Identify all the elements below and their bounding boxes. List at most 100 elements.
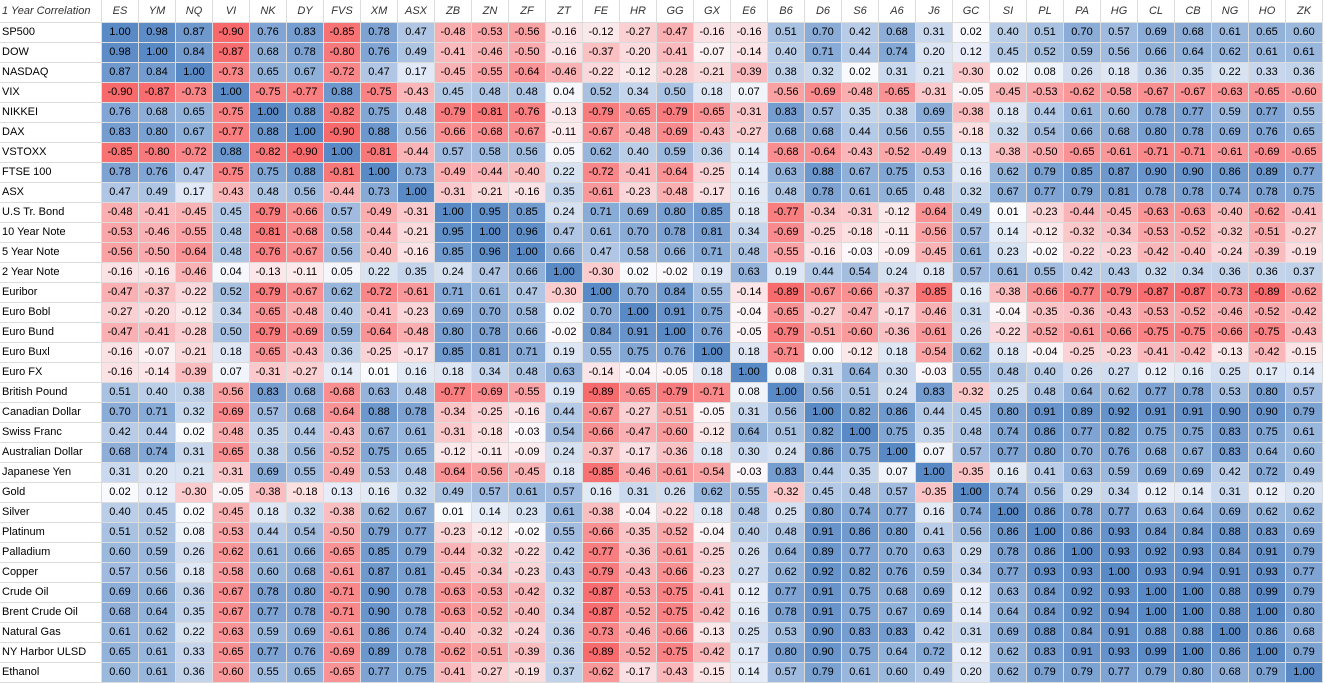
correlation-cell: 0.50 xyxy=(657,83,694,103)
correlation-cell: 0.99 xyxy=(1138,643,1175,663)
correlation-cell: 0.56 xyxy=(287,183,324,203)
correlation-cell: -0.27 xyxy=(1286,223,1323,243)
correlation-cell: 0.72 xyxy=(1249,463,1286,483)
column-header: ZB xyxy=(435,0,472,23)
correlation-cell: 0.69 xyxy=(1212,503,1249,523)
correlation-cell: -0.31 xyxy=(435,183,472,203)
row-label: ASX xyxy=(0,183,102,203)
correlation-cell: 0.74 xyxy=(1212,183,1249,203)
correlation-cell: 0.86 xyxy=(1027,423,1064,443)
correlation-cell: 0.76 xyxy=(694,323,731,343)
correlation-cell: 0.34 xyxy=(1175,263,1212,283)
correlation-cell: 0.02 xyxy=(953,23,990,43)
correlation-cell: 0.77 xyxy=(842,543,879,563)
correlation-cell: -0.46 xyxy=(472,43,509,63)
correlation-cell: -0.05 xyxy=(213,483,250,503)
correlation-cell: -0.32 xyxy=(953,383,990,403)
correlation-cell: -0.38 xyxy=(953,103,990,123)
correlation-cell: 0.83 xyxy=(102,123,139,143)
correlation-cell: -0.42 xyxy=(509,583,546,603)
correlation-cell: 0.37 xyxy=(546,663,583,683)
correlation-cell: 0.84 xyxy=(1138,523,1175,543)
column-header: ZF xyxy=(509,0,546,23)
correlation-cell: 0.92 xyxy=(1101,403,1138,423)
correlation-cell: -0.65 xyxy=(1249,83,1286,103)
correlation-cell: -0.85 xyxy=(324,23,361,43)
correlation-cell: 0.41 xyxy=(916,523,953,543)
correlation-cell: 0.32 xyxy=(990,123,1027,143)
correlation-cell: 1.00 xyxy=(1286,663,1323,683)
correlation-cell: -0.36 xyxy=(657,443,694,463)
correlation-cell: 0.88 xyxy=(361,123,398,143)
correlation-cell: 0.44 xyxy=(546,403,583,423)
correlation-cell: -0.79 xyxy=(583,103,620,123)
correlation-cell: -0.58 xyxy=(213,563,250,583)
correlation-cell: -0.62 xyxy=(435,643,472,663)
correlation-cell: 0.17 xyxy=(176,183,213,203)
correlation-cell: -0.82 xyxy=(324,103,361,123)
correlation-cell: 0.55 xyxy=(953,363,990,383)
correlation-cell: -0.46 xyxy=(620,623,657,643)
correlation-cell: 0.13 xyxy=(324,483,361,503)
correlation-cell: -0.03 xyxy=(509,423,546,443)
correlation-cell: 0.93 xyxy=(1175,543,1212,563)
correlation-cell: -0.45 xyxy=(509,463,546,483)
correlation-cell: -0.50 xyxy=(324,523,361,543)
correlation-cell: 0.56 xyxy=(805,383,842,403)
correlation-cell: 0.77 xyxy=(250,643,287,663)
correlation-cell: 0.77 xyxy=(1101,503,1138,523)
correlation-cell: -0.02 xyxy=(546,323,583,343)
correlation-cell: -0.25 xyxy=(805,223,842,243)
correlation-cell: -0.43 xyxy=(1286,323,1323,343)
correlation-cell: -0.81 xyxy=(472,103,509,123)
correlation-cell: 0.76 xyxy=(879,563,916,583)
correlation-cell: 0.44 xyxy=(842,43,879,63)
correlation-cell: 0.86 xyxy=(805,443,842,463)
correlation-cell: -0.43 xyxy=(842,143,879,163)
correlation-cell: -0.63 xyxy=(1138,203,1175,223)
correlation-cell: 1.00 xyxy=(583,283,620,303)
correlation-cell: 0.07 xyxy=(916,443,953,463)
correlation-cell: 0.12 xyxy=(953,583,990,603)
correlation-cell: -0.42 xyxy=(694,643,731,663)
correlation-cell: 0.65 xyxy=(176,103,213,123)
correlation-cell: 0.67 xyxy=(990,183,1027,203)
correlation-cell: -0.45 xyxy=(1101,203,1138,223)
correlation-cell: 0.27 xyxy=(731,563,768,583)
correlation-cell: 0.87 xyxy=(102,63,139,83)
correlation-cell: -0.62 xyxy=(1286,283,1323,303)
correlation-cell: 0.68 xyxy=(1101,123,1138,143)
correlation-cell: 0.75 xyxy=(842,443,879,463)
correlation-cell: -0.18 xyxy=(842,223,879,243)
correlation-cell: 0.83 xyxy=(842,623,879,643)
correlation-cell: 0.83 xyxy=(916,383,953,403)
correlation-cell: -0.17 xyxy=(398,343,435,363)
correlation-cell: 0.76 xyxy=(250,23,287,43)
correlation-cell: -0.23 xyxy=(509,563,546,583)
correlation-cell: 0.67 xyxy=(361,423,398,443)
correlation-cell: -0.76 xyxy=(250,243,287,263)
correlation-cell: -0.79 xyxy=(768,323,805,343)
correlation-cell: 0.91 xyxy=(805,603,842,623)
correlation-cell: 0.18 xyxy=(694,443,731,463)
correlation-cell: 0.47 xyxy=(176,163,213,183)
correlation-cell: 0.66 xyxy=(509,263,546,283)
correlation-cell: 0.25 xyxy=(731,623,768,643)
correlation-cell: 0.48 xyxy=(213,223,250,243)
correlation-cell: 0.79 xyxy=(1286,403,1323,423)
correlation-cell: 0.35 xyxy=(398,263,435,283)
correlation-cell: -0.27 xyxy=(472,663,509,683)
correlation-cell: -0.18 xyxy=(953,123,990,143)
correlation-cell: 0.62 xyxy=(990,163,1027,183)
correlation-cell: 0.14 xyxy=(1175,483,1212,503)
correlation-cell: 0.70 xyxy=(620,223,657,243)
column-header: CB xyxy=(1175,0,1212,23)
correlation-cell: -0.66 xyxy=(657,563,694,583)
correlation-cell: 0.69 xyxy=(250,463,287,483)
correlation-cell: 0.88 xyxy=(324,83,361,103)
correlation-cell: -0.11 xyxy=(546,123,583,143)
correlation-cell: 0.08 xyxy=(768,363,805,383)
correlation-cell: -0.48 xyxy=(435,23,472,43)
correlation-cell: 0.26 xyxy=(953,323,990,343)
correlation-cell: 0.02 xyxy=(102,483,139,503)
